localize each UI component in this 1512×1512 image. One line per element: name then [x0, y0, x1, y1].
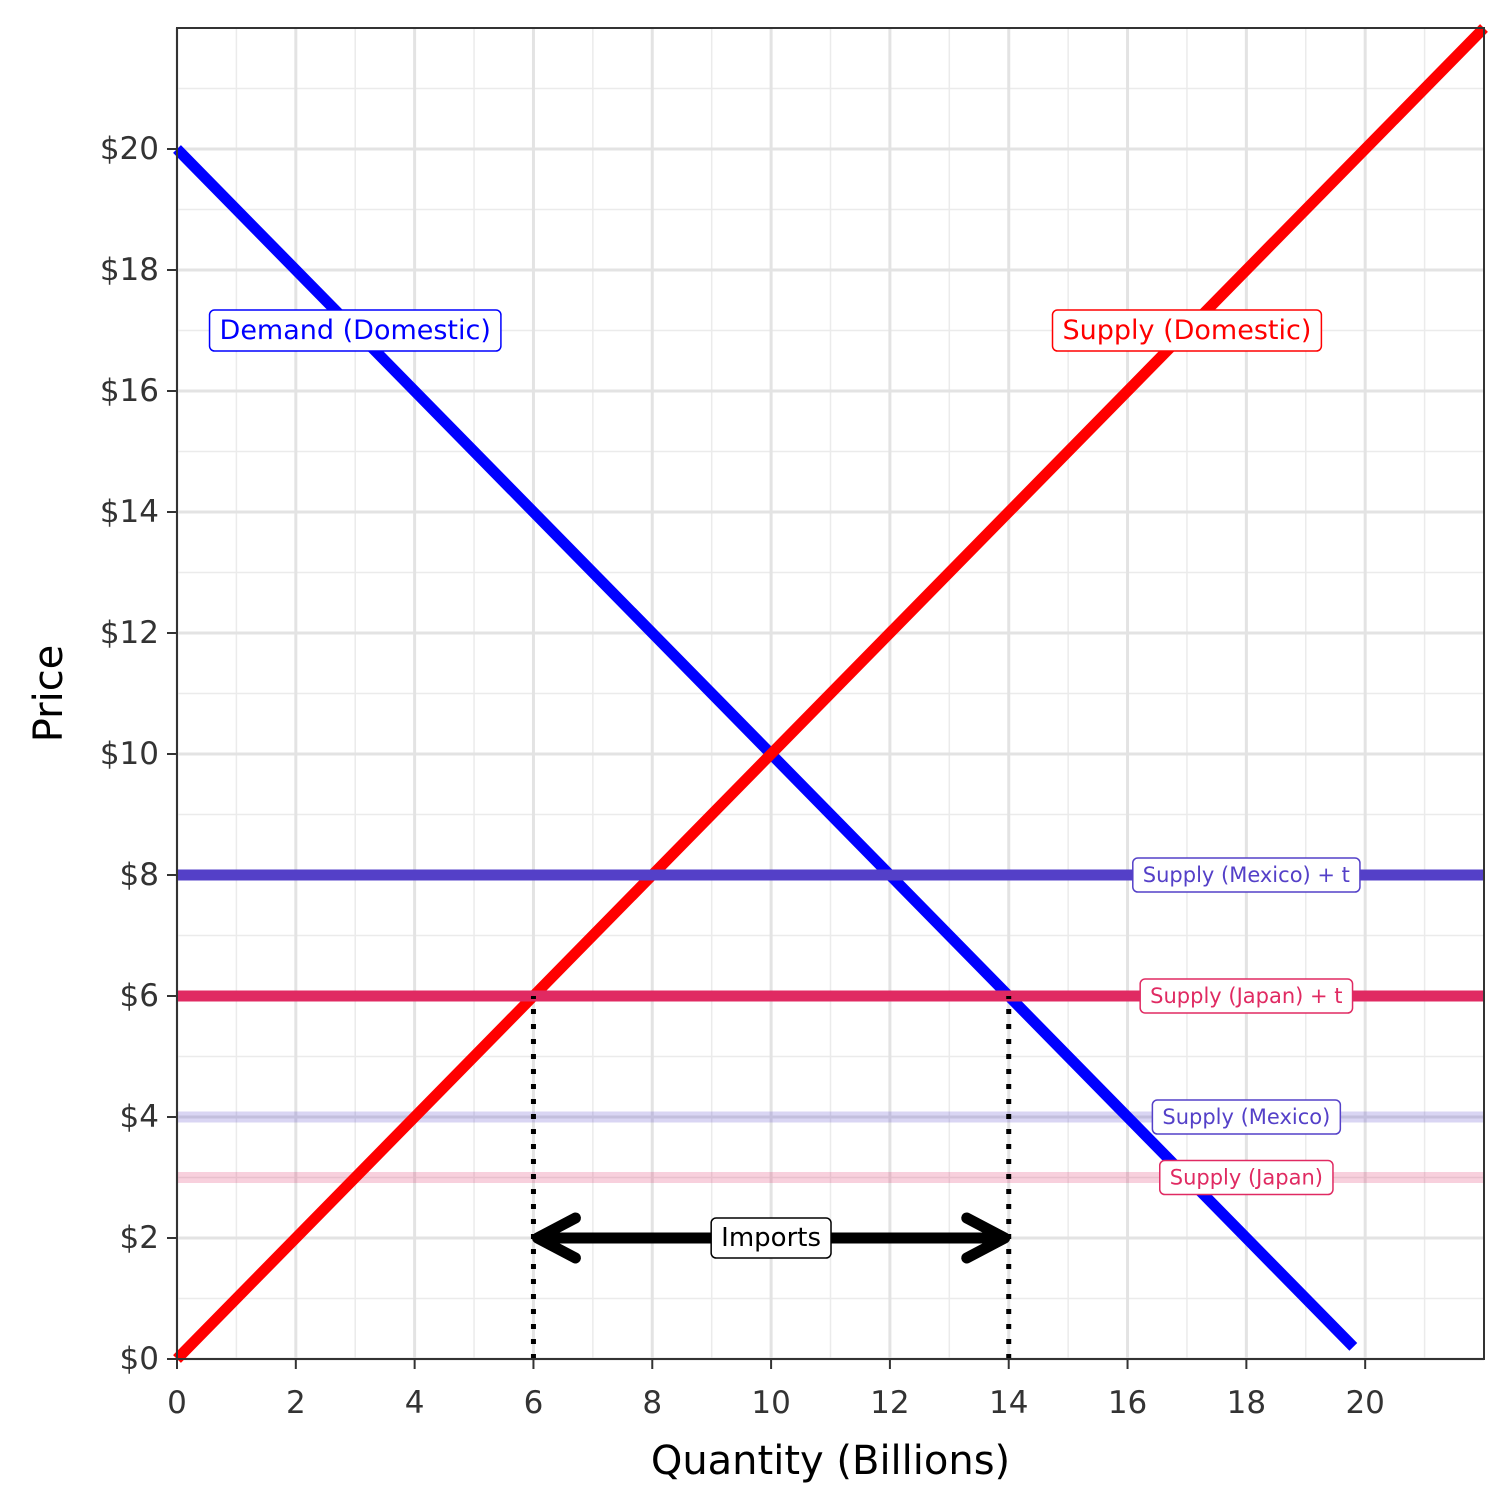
imports-label-text: Imports: [721, 1223, 821, 1253]
curve-label-supply-japan-t-text: Supply (Japan) + t: [1150, 984, 1342, 1008]
curve-label-supply-japan-box: [1159, 1159, 1334, 1196]
curve-label-supply-japan-text: Supply (Japan): [1170, 1166, 1323, 1190]
y-axis-title: Price: [26, 645, 72, 743]
series-line-supply-domestic: [173, 24, 1488, 1363]
curve-label-demand-domestic: Demand (Domestic): [208, 309, 502, 352]
y-tick-label: $0: [120, 1341, 159, 1377]
y-tick-label: $10: [100, 736, 159, 772]
curve-label-supply-japan-t: Supply (Japan) + t: [1139, 978, 1354, 1014]
x-tick-label: 6: [524, 1385, 544, 1421]
y-tick-label: $6: [120, 978, 159, 1014]
imports-arrow-head-left: [531, 1212, 581, 1264]
annotation-layer: Imports: [530, 996, 1012, 1359]
y-tick-label: $2: [120, 1220, 159, 1256]
curve-label-demand-domestic-box: [208, 309, 502, 352]
x-tick-label: 2: [286, 1385, 306, 1421]
y-tick-label: $12: [100, 615, 159, 651]
y-tick-label: $4: [120, 1099, 159, 1135]
x-tick-label: 4: [405, 1385, 425, 1421]
curve-label-supply-mexico-t-text: Supply (Mexico) + t: [1143, 863, 1350, 887]
y-tick-label: $16: [100, 373, 159, 409]
curve-label-supply-domestic-text: Supply (Domestic): [1063, 315, 1312, 346]
curve-label-supply-domestic: Supply (Domestic): [1051, 309, 1323, 352]
imports-label: Imports: [710, 1217, 832, 1259]
curve-label-supply-mexico-box: [1151, 1099, 1342, 1135]
x-tick-label: 10: [751, 1385, 790, 1421]
x-axis-title: Quantity (Billions): [651, 1438, 1010, 1484]
axes: 0 2 4 6 8 10 12 14 16 18 20 $0 $2 $4 $6 $8 $10 $12 $14 $16 $…: [100, 131, 1385, 1421]
curve-label-supply-mexico-t-box: [1132, 857, 1361, 893]
curve-label-supply-mexico-t: Supply (Mexico) + t: [1132, 857, 1361, 893]
plot-frame: [176, 27, 1485, 1360]
x-tick-label: 0: [167, 1385, 187, 1421]
y-tick-label: $20: [100, 131, 159, 167]
x-tick-label: 16: [1108, 1385, 1147, 1421]
imports-label-box: [710, 1217, 832, 1259]
curve-label-supply-japan-t-box: [1139, 978, 1354, 1014]
y-tick-label: $14: [100, 494, 159, 530]
curve-labels: Demand (Domestic) Supply (Domestic) Supply…: [208, 309, 1361, 1196]
curve-label-supply-domestic-box: [1051, 309, 1323, 352]
imports-arrow-head-right: [961, 1212, 1011, 1264]
x-tick-label: 18: [1227, 1385, 1266, 1421]
x-tick-label: 8: [642, 1385, 662, 1421]
x-tick-label: 14: [989, 1385, 1028, 1421]
x-tick-label: 12: [870, 1385, 909, 1421]
x-tick-label: 20: [1345, 1385, 1384, 1421]
curve-label-demand-domestic-text: Demand (Domestic): [220, 315, 491, 346]
curve-label-supply-mexico-text: Supply (Mexico): [1162, 1105, 1330, 1129]
curve-label-supply-mexico: Supply (Mexico): [1151, 1099, 1342, 1135]
curve-label-supply-japan: Supply (Japan): [1159, 1159, 1334, 1196]
y-tick-label: $8: [120, 857, 159, 893]
y-tick-label: $18: [100, 252, 159, 288]
